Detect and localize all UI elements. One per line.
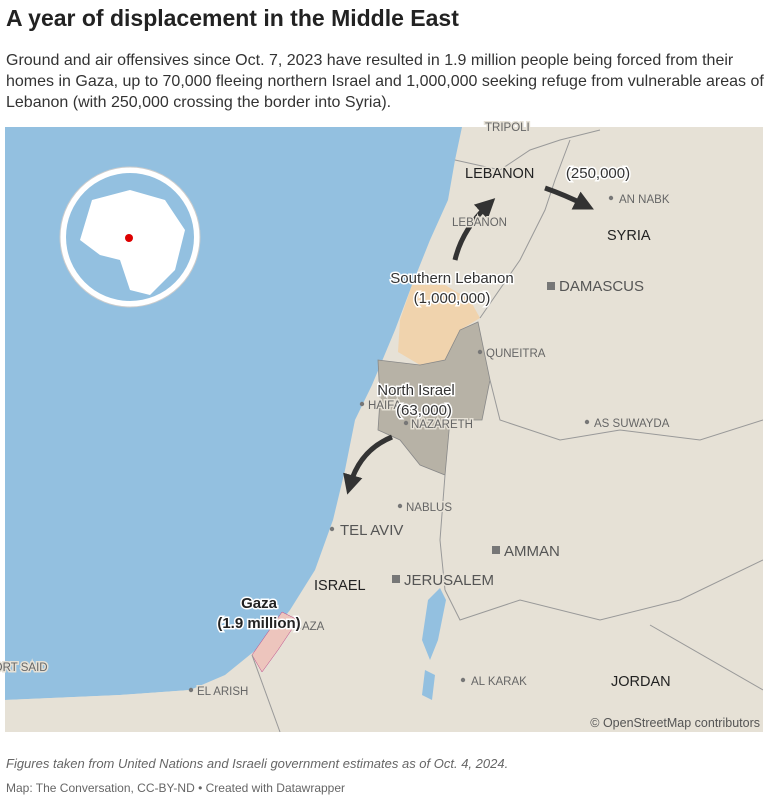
- city-label: DAMASCUS: [559, 278, 644, 295]
- city-label: PORT SAID: [0, 662, 48, 674]
- city-label: AN NABK: [619, 194, 670, 206]
- attribution: © OpenStreetMap contributors: [590, 716, 760, 730]
- city-label: TEL AVIV: [340, 522, 403, 539]
- gaza: [251, 611, 299, 673]
- city-label: QUNEITRA: [486, 348, 546, 360]
- annotation: (1,000,000): [414, 290, 491, 307]
- city-label: NAZARETH: [411, 419, 473, 431]
- borders: [251, 129, 763, 732]
- country-label: ISRAEL: [314, 578, 366, 594]
- annotation: (63,000): [396, 402, 452, 419]
- country-label: SYRIA: [607, 228, 651, 244]
- annotation: Gaza: [241, 595, 278, 612]
- city-label: LEBANON: [452, 217, 507, 229]
- annotation: (1.9 million): [217, 615, 300, 632]
- globe-land: [80, 190, 185, 295]
- dead-sea: [422, 588, 446, 700]
- land-south: [5, 690, 190, 732]
- north-israel: [377, 321, 491, 476]
- city-label: JERUSALEM: [404, 572, 494, 589]
- annotation: (250,000): [566, 165, 630, 182]
- southern-lebanon: [398, 285, 480, 365]
- country-label: JORDAN: [611, 674, 671, 690]
- title: A year of displacement in the Middle Eas…: [6, 5, 459, 31]
- note: Figures taken from United Nations and Is…: [6, 756, 509, 771]
- annotation: North Israel: [377, 382, 455, 399]
- city-label: AS SUWAYDA: [594, 418, 670, 430]
- city-label: TRIPOLI: [485, 122, 530, 134]
- arrow: [343, 434, 393, 495]
- city-label: EL ARISH: [197, 686, 248, 698]
- credit: Map: The Conversation, CC-BY-ND • Create…: [6, 781, 346, 795]
- city-label: AMMAN: [504, 543, 560, 560]
- city-markers: [188, 195, 614, 693]
- annotation: Southern Lebanon: [390, 270, 513, 287]
- country-label: LEBANON: [465, 166, 534, 182]
- city-label: AL KARAK: [471, 676, 527, 688]
- city-label: HAIFA: [368, 400, 402, 412]
- arrow: [452, 198, 496, 261]
- globe-marker: [125, 234, 133, 242]
- subtitle: Ground and air offensives since Oct. 7, …: [6, 52, 764, 111]
- city-label: GAZA: [293, 621, 325, 633]
- city-label: NABLUS: [406, 502, 452, 514]
- arrow: [544, 185, 594, 210]
